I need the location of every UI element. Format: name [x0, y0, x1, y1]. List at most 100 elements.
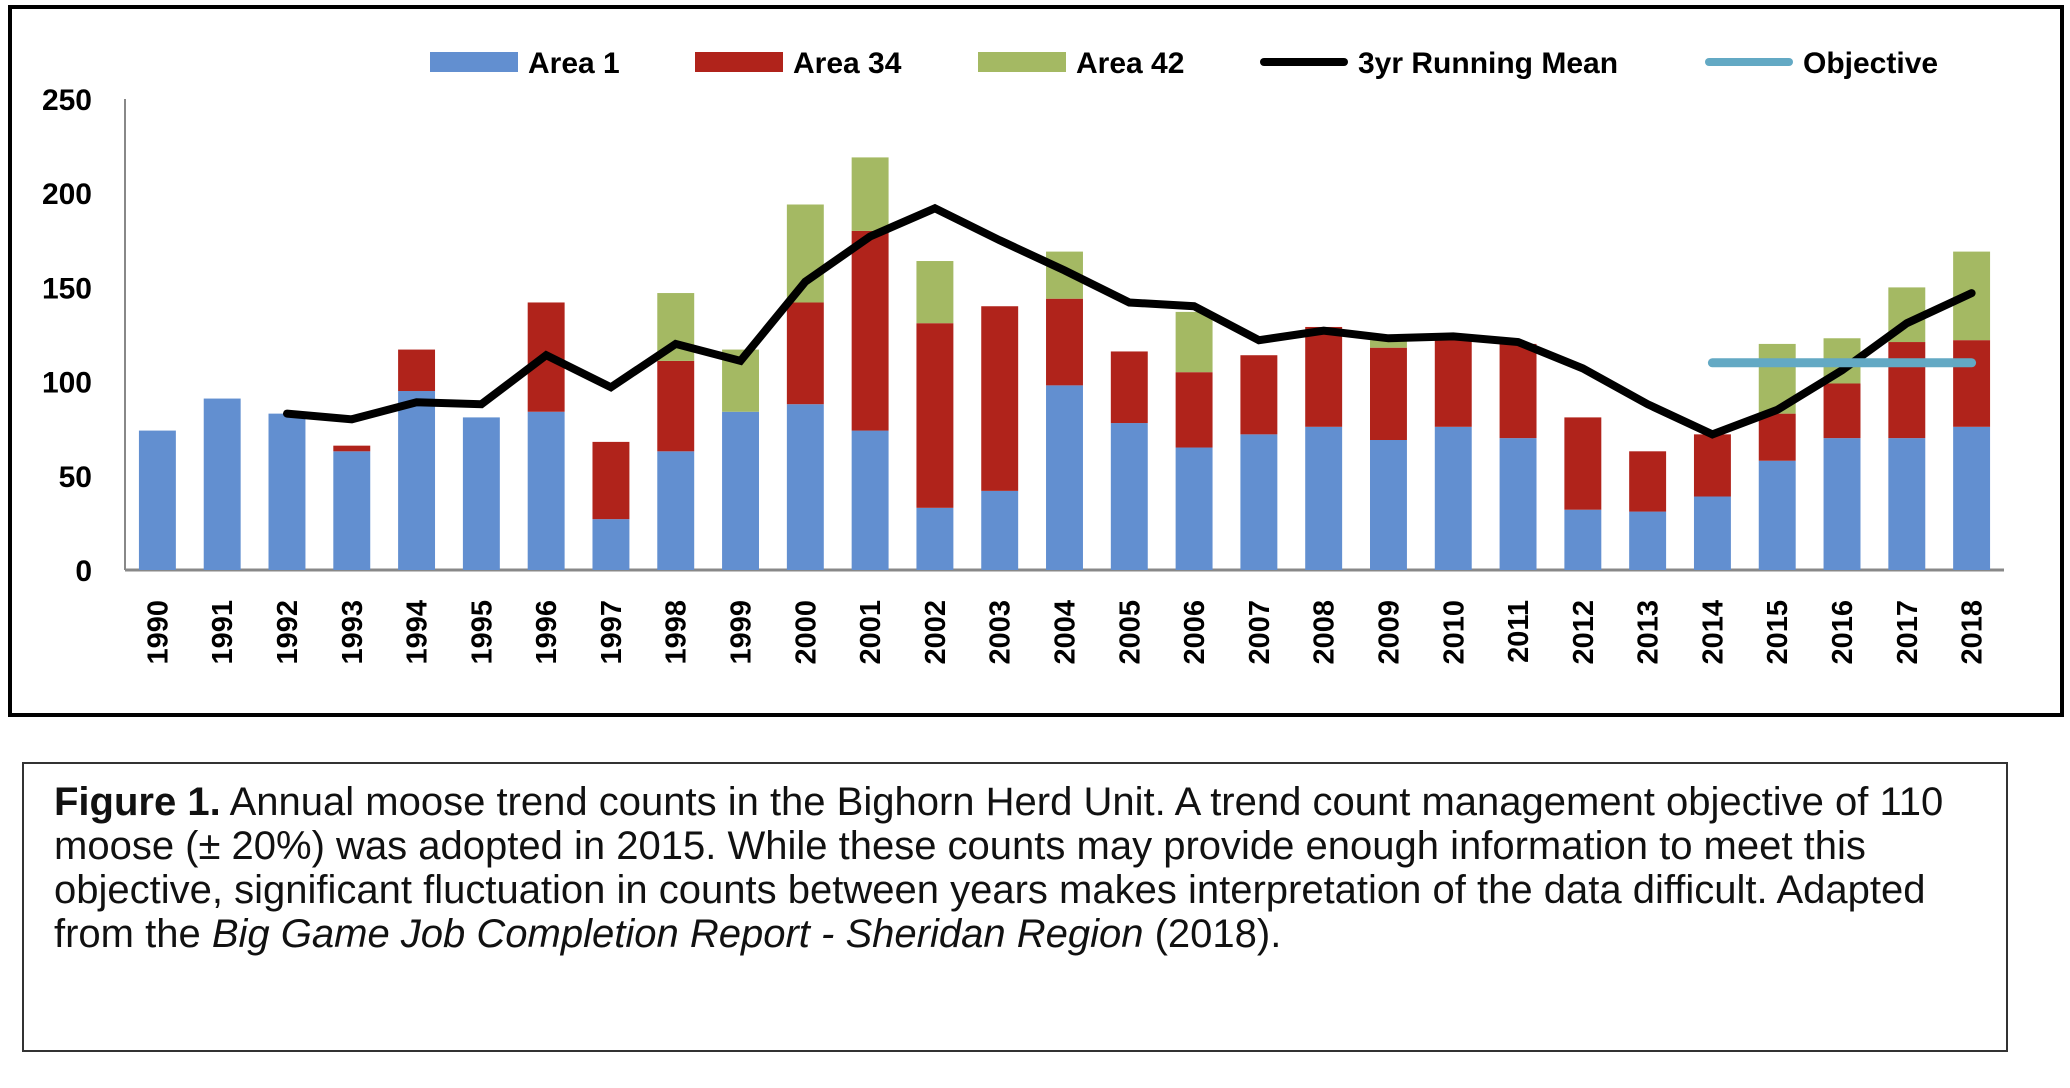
y-tick-label: 200 — [42, 178, 92, 211]
chart-frame — [8, 5, 2064, 717]
x-tick-label: 2014 — [1697, 600, 1729, 665]
bar-area-34 — [333, 445, 371, 452]
caption-report-title: Big Game Job Completion Report - Sherida… — [211, 912, 1144, 956]
x-tick-label: 1999 — [726, 600, 758, 665]
y-tick-label: 50 — [59, 461, 92, 494]
bar-area-1 — [1369, 440, 1407, 570]
caption-text: Annual moose trend counts in the Bighorn… — [54, 780, 1944, 956]
legend-label: 3yr Running Mean — [1358, 47, 1618, 80]
bar-area-1 — [398, 391, 436, 570]
line-3yr-running-mean — [283, 203, 1976, 439]
bar-area-42 — [851, 157, 889, 231]
bar-area-1 — [1046, 385, 1083, 570]
bar-area-34 — [1110, 351, 1148, 424]
x-tick-label: 2007 — [1244, 600, 1276, 665]
bar-area-34 — [592, 441, 630, 520]
x-tick-label: 1994 — [402, 600, 434, 665]
x-tick-label: 2013 — [1633, 600, 1665, 665]
legend-label: Objective — [1803, 47, 1938, 80]
x-tick-label: 2002 — [920, 600, 952, 665]
legend-label: Area 34 — [793, 47, 902, 80]
x-tick-label: 2009 — [1373, 600, 1405, 665]
x-tick-label: 2006 — [1179, 600, 1211, 665]
bar-area-1 — [203, 398, 241, 570]
bar-area-1 — [981, 490, 1019, 570]
bar-area-1 — [1305, 426, 1343, 570]
bar-area-34 — [1240, 355, 1278, 435]
bar-area-1 — [851, 430, 889, 570]
bar-area-1 — [333, 451, 371, 570]
x-tick-label: 2017 — [1892, 600, 1924, 665]
bar-area-1 — [657, 451, 695, 570]
x-tick-label: 2000 — [790, 600, 822, 665]
bar-area-1 — [1953, 426, 1991, 570]
y-tick-label: 250 — [42, 84, 92, 117]
bar-area-34 — [1888, 342, 1926, 439]
bar-area-1 — [1693, 496, 1731, 570]
x-tick-label: 1992 — [272, 600, 304, 665]
bar-area-1 — [1823, 438, 1861, 570]
legend-swatch-0 — [430, 52, 518, 72]
bar-area-34 — [1693, 434, 1731, 497]
x-tick-label: 2015 — [1762, 600, 1794, 665]
y-tick-label: 150 — [42, 272, 92, 305]
bar-area-42 — [916, 261, 954, 324]
x-tick-label: 2005 — [1114, 600, 1146, 665]
bar-area-1 — [1564, 509, 1602, 570]
x-tick-label: 2008 — [1309, 600, 1341, 665]
bar-area-1 — [1629, 511, 1667, 570]
bar-area-1 — [1240, 434, 1278, 570]
x-tick-label: 1990 — [142, 600, 174, 665]
x-tick-label: 2016 — [1827, 600, 1859, 665]
bar-area-34 — [1953, 340, 1991, 427]
x-tick-label: 2004 — [1050, 600, 1082, 665]
legend-swatch-1 — [695, 52, 783, 72]
x-tick-label: 1997 — [596, 600, 628, 665]
bar-area-1 — [1758, 460, 1796, 570]
caption-label: Figure 1. — [54, 780, 221, 824]
x-tick-label: 1998 — [661, 600, 693, 665]
figure-caption: Figure 1. Annual moose trend counts in t… — [22, 762, 2008, 1052]
bar-area-42 — [1369, 340, 1407, 348]
x-tick-label: 2001 — [855, 600, 887, 665]
legend-label: Area 42 — [1076, 47, 1184, 80]
bar-area-1 — [268, 413, 306, 570]
bar-area-34 — [1434, 340, 1472, 427]
y-tick-label: 100 — [42, 367, 92, 400]
x-tick-label: 1995 — [466, 600, 498, 665]
bar-area-34 — [1823, 383, 1861, 439]
bar-area-1 — [1434, 426, 1472, 570]
bar-area-1 — [527, 411, 565, 570]
bar-area-34 — [1564, 417, 1602, 510]
bar-area-1 — [1888, 438, 1926, 570]
bar-area-34 — [981, 306, 1019, 491]
x-tick-label: 2003 — [985, 600, 1017, 665]
bar-area-34 — [786, 302, 824, 405]
bar-area-1 — [138, 430, 176, 570]
bar-area-1 — [1499, 438, 1537, 570]
bar-area-1 — [722, 411, 760, 570]
bar-area-34 — [657, 360, 695, 452]
caption-year: (2018). — [1143, 912, 1282, 956]
bar-area-1 — [1110, 423, 1148, 570]
legend-label: Area 1 — [528, 47, 620, 80]
bar-area-34 — [1369, 347, 1407, 441]
x-tick-label: 2018 — [1957, 600, 1989, 665]
bar-area-34 — [1499, 343, 1537, 439]
bar-area-34 — [1758, 413, 1796, 461]
x-tick-label: 1991 — [207, 600, 239, 665]
x-tick-label: 1996 — [531, 600, 563, 665]
x-tick-label: 2011 — [1503, 600, 1535, 663]
bar-area-1 — [916, 507, 954, 570]
bar-area-34 — [1305, 326, 1343, 427]
bar-area-34 — [1046, 298, 1083, 386]
legend-swatch-2 — [978, 52, 1066, 72]
bar-area-1 — [462, 417, 500, 570]
bar-area-34 — [916, 323, 954, 508]
bar-area-1 — [786, 404, 824, 570]
bar-area-34 — [1175, 372, 1213, 448]
bar-area-1 — [592, 519, 630, 570]
bar-area-34 — [1629, 451, 1667, 512]
x-tick-label: 1993 — [337, 600, 369, 665]
y-tick-label: 0 — [75, 555, 92, 588]
